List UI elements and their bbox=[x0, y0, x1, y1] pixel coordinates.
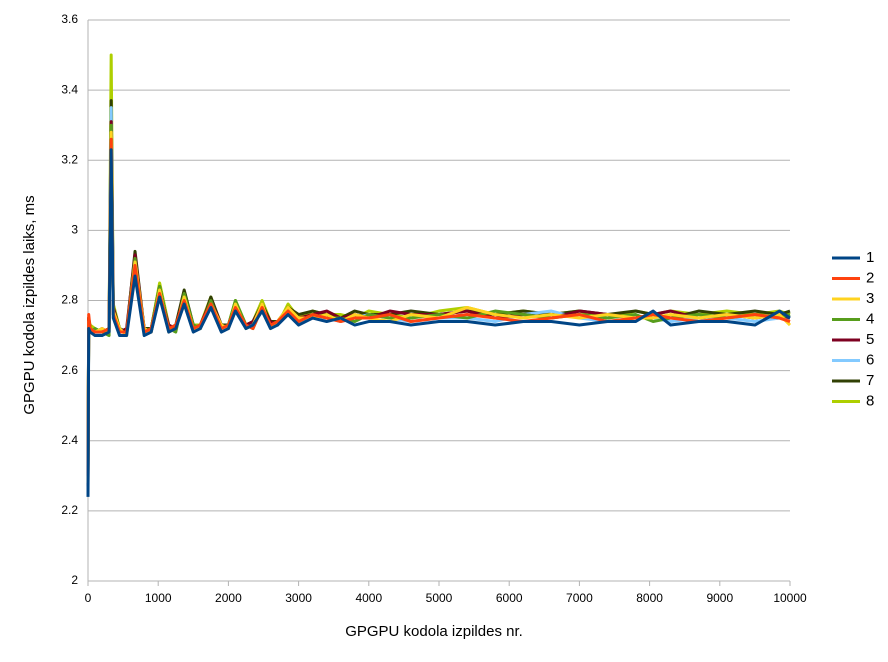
x-tick-label: 9000 bbox=[706, 591, 733, 605]
x-tick-label: 4000 bbox=[355, 591, 382, 605]
x-axis-label: GPGPU kodola izpildes nr. bbox=[345, 623, 523, 640]
x-tick-label: 0 bbox=[85, 591, 92, 605]
legend-label: 4 bbox=[866, 310, 874, 327]
x-tick-label: 6000 bbox=[496, 591, 523, 605]
y-tick-label: 2.8 bbox=[61, 293, 78, 307]
series-line bbox=[86, 53, 791, 473]
y-tick-label: 3.2 bbox=[61, 152, 78, 166]
x-tick-label: 10000 bbox=[773, 591, 807, 605]
series-line bbox=[86, 106, 790, 490]
y-tick-label: 2.6 bbox=[61, 363, 78, 377]
legend-label: 8 bbox=[866, 392, 874, 409]
legend-label: 6 bbox=[866, 351, 874, 368]
x-tick-label: 5000 bbox=[426, 591, 453, 605]
x-tick-label: 3000 bbox=[285, 591, 312, 605]
series-line bbox=[86, 120, 791, 487]
series-line bbox=[86, 148, 791, 497]
legend-label: 7 bbox=[866, 372, 874, 389]
x-tick-label: 8000 bbox=[636, 591, 663, 605]
legend-label: 2 bbox=[866, 269, 874, 286]
x-tick-label: 7000 bbox=[566, 591, 593, 605]
y-axis-label: GPGPU kodola izpildes laiks, ms bbox=[21, 195, 38, 414]
series-line bbox=[86, 137, 791, 476]
series-line bbox=[86, 130, 792, 483]
y-tick-label: 3.6 bbox=[61, 12, 78, 26]
y-tick-label: 2.4 bbox=[61, 433, 78, 447]
legend-label: 5 bbox=[866, 331, 874, 348]
y-tick-label: 2.2 bbox=[61, 503, 78, 517]
legend-label: 1 bbox=[866, 249, 874, 266]
x-tick-label: 1000 bbox=[145, 591, 172, 605]
x-tick-label: 2000 bbox=[215, 591, 242, 605]
y-tick-label: 2 bbox=[71, 573, 78, 587]
y-tick-label: 3 bbox=[71, 223, 78, 237]
series-line bbox=[86, 123, 791, 466]
y-tick-label: 3.4 bbox=[61, 82, 78, 96]
legend-label: 3 bbox=[866, 290, 874, 307]
series-line bbox=[86, 99, 791, 480]
